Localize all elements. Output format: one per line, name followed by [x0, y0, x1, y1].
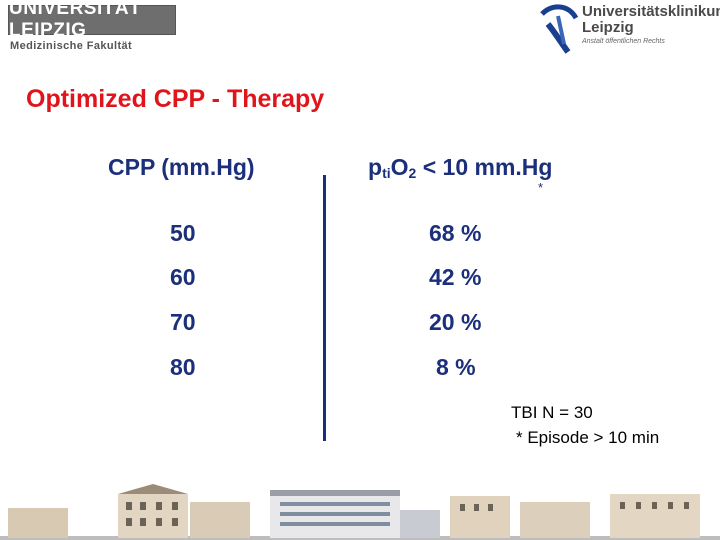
- clinic-subtitle: Anstalt öffentlichen Rechts: [582, 38, 665, 45]
- pti02-header-p: p: [368, 154, 383, 180]
- university-name: UNIVERSITÄT LEIPZIG: [9, 0, 142, 41]
- pti02-percent-value: 20 %: [429, 309, 482, 335]
- column-divider: [323, 175, 326, 441]
- clinic-name-line2: Leipzig: [582, 19, 634, 36]
- pti02-column-header: ptiO2 < 10 mm.Hg: [368, 154, 552, 181]
- university-logo-box: UNIVERSITÄT LEIPZIG: [8, 0, 176, 41]
- note-episode: * Episode > 10 min: [516, 428, 660, 447]
- cpp-value: 80: [170, 354, 196, 380]
- cpp-column-header: CPP (mm.Hg): [108, 154, 255, 180]
- cpp-value: 70: [170, 309, 196, 335]
- cpp-value: 60: [170, 264, 196, 290]
- cpp-value: 50: [170, 220, 196, 246]
- header-asterisk: *: [538, 180, 544, 195]
- pti02-percent-value: 42 %: [429, 264, 482, 290]
- note-sample-size: TBI N = 30: [511, 403, 593, 422]
- pti02-header-o: O: [390, 154, 409, 180]
- pti02-percent-value: 68 %: [429, 220, 482, 246]
- faculty-label: Medizinische Fakultät: [10, 40, 133, 52]
- pti02-header-sub: ti: [382, 165, 391, 181]
- clinic-name-line1: Universitätsklinikum: [582, 3, 720, 20]
- pti02-percent-value: 8 %: [436, 354, 476, 380]
- clinic-name: Universitätsklinikum Leipzig: [582, 4, 720, 36]
- clinic-logo-icon: [540, 4, 579, 54]
- pti02-header-rest: < 10 mm.Hg: [416, 154, 553, 180]
- pti02-header-two: 2: [408, 165, 417, 181]
- slide-title: Optimized CPP - Therapy: [26, 85, 325, 113]
- hospital-buildings-image: [0, 484, 720, 540]
